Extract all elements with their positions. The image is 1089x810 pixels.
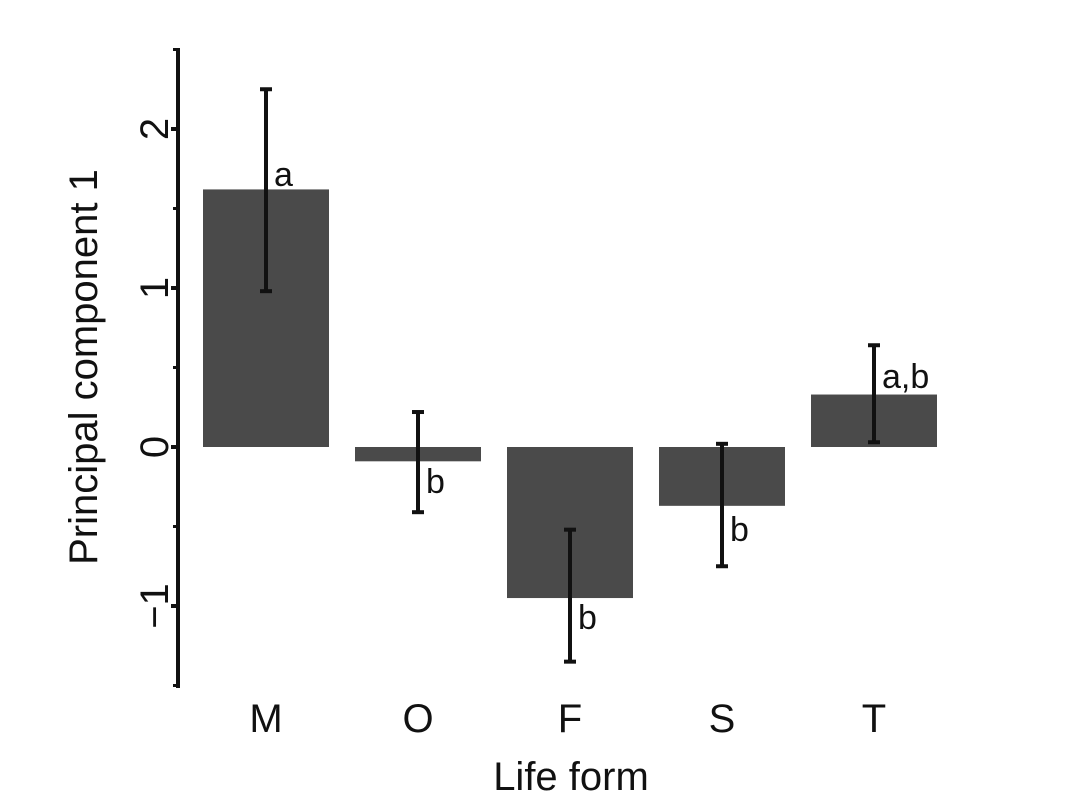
y-tick-label-3: 2 bbox=[133, 118, 177, 140]
y-axis: −1 0 1 2 bbox=[133, 48, 180, 688]
y-tick-label-2: 1 bbox=[133, 277, 177, 299]
significance-label-M: a bbox=[274, 156, 293, 194]
y-tick-label-0: −1 bbox=[133, 583, 177, 629]
labels-layer: a Mb Ob Fb Sa,b T bbox=[249, 156, 929, 741]
x-tick-label-T: T bbox=[862, 697, 886, 741]
x-tick-label-S: S bbox=[709, 697, 736, 741]
x-axis-title: Life form bbox=[493, 755, 649, 799]
y-tick-label-1: 0 bbox=[133, 436, 177, 458]
x-tick-label-O: O bbox=[402, 697, 433, 741]
significance-label-S: b bbox=[730, 511, 749, 549]
y-axis-title: Principal component 1 bbox=[62, 169, 106, 565]
significance-label-T: a,b bbox=[882, 358, 929, 396]
x-tick-label-M: M bbox=[249, 697, 282, 741]
x-tick-label-F: F bbox=[558, 697, 582, 741]
significance-label-O: b bbox=[426, 463, 445, 501]
bars-layer bbox=[203, 87, 937, 664]
significance-label-F: b bbox=[578, 599, 597, 637]
